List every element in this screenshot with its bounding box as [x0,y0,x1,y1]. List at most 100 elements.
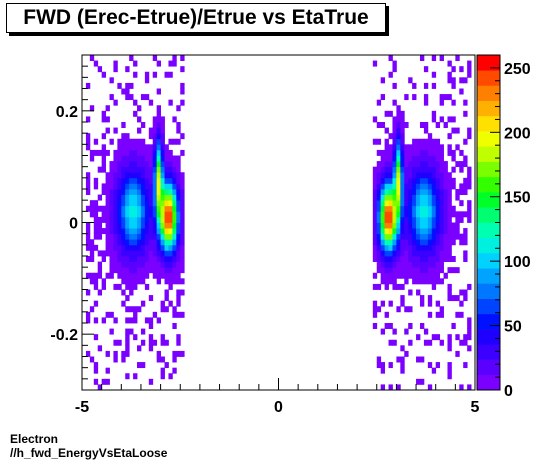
heatmap-cell [396,161,401,168]
heatmap-cell [140,211,146,218]
heatmap-cell [125,345,130,352]
heatmap-cell [93,334,99,341]
heatmap-cell [384,149,389,156]
heatmap-cell [447,149,452,156]
heatmap-cell [451,149,456,156]
heatmap-cell [376,189,382,195]
heatmap-cell [435,166,441,173]
heatmap-cell [384,211,389,218]
heatmap-cell [439,339,444,346]
heatmap-cell [148,295,154,302]
heatmap-cell [180,233,185,240]
heatmap-cell [427,362,433,369]
heatmap-cell [431,149,437,156]
heatmap-cell [455,194,460,201]
heatmap-cell [451,77,456,84]
heatmap-cell [117,194,122,201]
heatmap-cell [160,172,165,179]
heatmap-cell [423,200,429,207]
heatmap-cell [85,133,91,140]
heatmap-cell [164,172,169,179]
heatmap-cell [412,155,417,162]
heatmap-cell [431,211,437,218]
heatmap-cell [133,211,138,218]
heatmap-cell [85,144,91,151]
heatmap-cell [101,211,106,218]
heatmap-cell [408,155,413,162]
heatmap-cell [463,110,468,117]
heatmap-cell [396,166,401,173]
heatmap-cell [176,122,181,128]
heatmap-cell [180,211,185,218]
heatmap-cell [148,200,154,207]
heatmap-cell [427,272,433,279]
heatmap-cell [148,323,154,329]
heatmap-cell [400,356,405,363]
heatmap-cell [180,82,185,89]
heatmap-cell [137,362,142,369]
heatmap-cell [396,244,401,251]
heatmap-cell [447,244,452,251]
heatmap-cell [117,256,122,262]
heatmap-cell [447,228,452,235]
heatmap-cell [416,200,421,207]
heatmap-cell [133,166,138,173]
heatmap-cell [144,177,150,184]
heatmap-cell [172,172,177,179]
heatmap-cell [89,250,95,257]
heatmap-cell [467,133,472,140]
heatmap-cell [140,339,146,346]
heatmap-cell [113,233,118,240]
heatmap-cell [101,155,106,162]
heatmap-cell [160,144,165,151]
heatmap-cell [140,239,146,246]
heatmap-cell [372,256,378,262]
heatmap-cell [129,289,134,296]
heatmap-cell [148,244,154,251]
heatmap-cell [109,233,114,240]
heatmap-cell [109,177,114,184]
colorbar-segment [477,207,500,223]
heatmap-cell [160,116,165,123]
heatmap-cell [144,272,150,279]
heatmap-cell [133,228,138,235]
heatmap-cell [180,189,185,195]
heatmap-cell [172,267,177,274]
heatmap-cell [137,127,142,134]
heatmap-cell [152,228,158,235]
heatmap-cell [392,272,397,279]
colorbar-segment [477,70,500,86]
heatmap-cell [176,211,181,218]
heatmap-cell [451,256,456,262]
heatmap-cell [380,155,386,162]
heatmap-cell [125,317,130,324]
heatmap-cell [168,155,173,162]
heatmap-cell [93,138,99,145]
heatmap-cell [137,105,142,112]
heatmap-cell [408,200,413,207]
heatmap-cell [176,233,181,240]
heatmap-cell [101,216,106,223]
colorbar-tick-label: 250 [504,61,531,78]
heatmap-cell [172,311,177,318]
heatmap-cell [156,200,161,207]
heatmap-cell [459,200,464,207]
heatmap-cell [168,166,173,173]
heatmap-cell [129,283,134,290]
heatmap-cell [129,239,134,246]
heatmap-cell [392,127,397,134]
heatmap-cell [451,222,456,229]
heatmap-cell [144,256,150,262]
heatmap-cell [133,144,138,151]
heatmap-cell [160,183,165,190]
heatmap-cell [156,138,161,145]
heatmap-cell [396,138,401,145]
heatmap-cell [400,295,405,302]
heatmap-cell [125,328,130,335]
heatmap-cell [404,233,409,240]
heatmap-cell [140,228,146,235]
heatmap-cell [129,144,134,151]
heatmap-cell [404,94,409,101]
heatmap-cell [463,256,468,262]
heatmap-cell [172,183,177,190]
